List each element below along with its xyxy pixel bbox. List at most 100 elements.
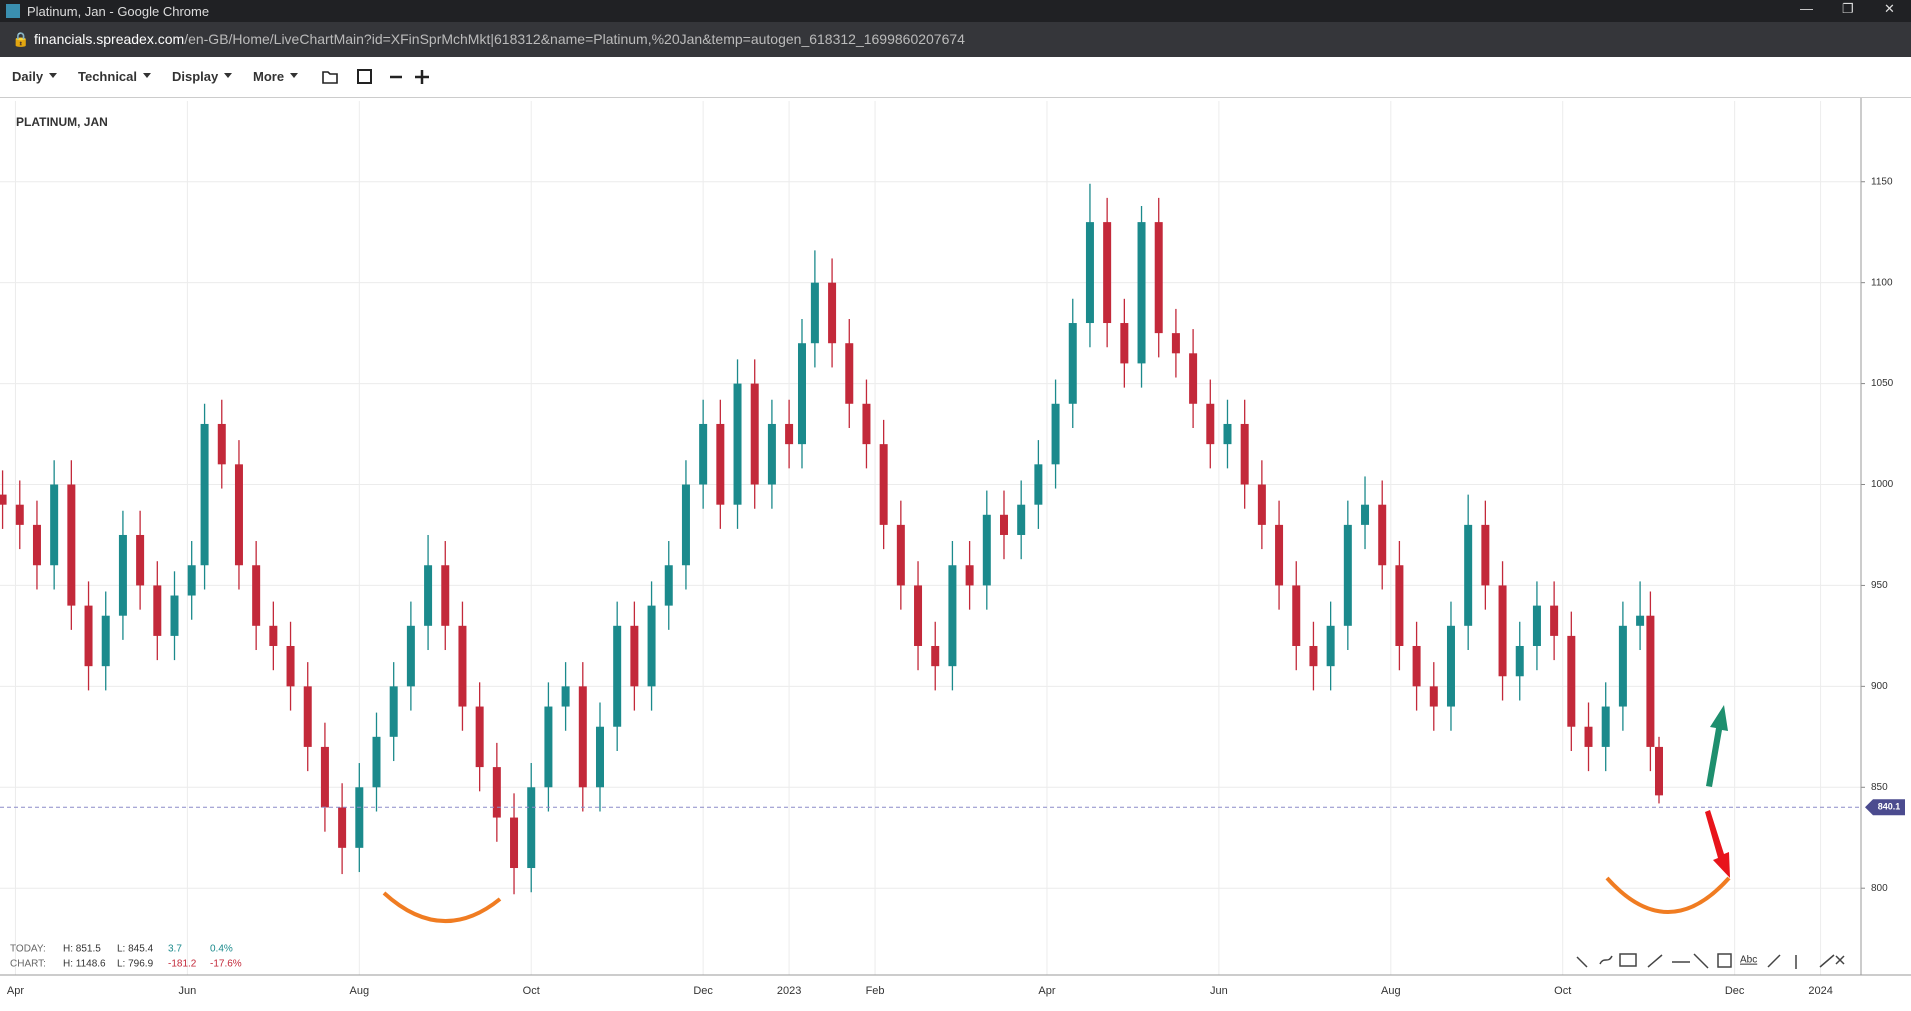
candle-body xyxy=(15,504,24,525)
close[interactable]: ✕ xyxy=(1884,1,1895,16)
y-tick-label: 900 xyxy=(1871,681,1888,692)
candle-body xyxy=(1034,464,1043,505)
candle-body xyxy=(1085,222,1094,324)
tool[interactable] xyxy=(1619,953,1637,967)
candle-body xyxy=(1601,706,1610,747)
candle-body xyxy=(269,625,278,646)
chart: 800 850 900 950 1000 1050 1100 1150 Apr Jun Aug Oct… xyxy=(0,98,1911,997)
annotation-curve xyxy=(1605,876,1731,914)
candle-body xyxy=(845,343,854,404)
candle-body xyxy=(492,767,501,818)
minimize[interactable]: — xyxy=(1800,1,1813,16)
candle-body xyxy=(578,686,587,788)
y-tick-label: 1000 xyxy=(1871,479,1894,490)
stat-text: L: 796.9 xyxy=(117,959,154,970)
candle-body xyxy=(1154,222,1163,334)
candle-body xyxy=(767,423,776,485)
tool[interactable] xyxy=(1767,954,1845,969)
stat-text: TODAY: xyxy=(10,944,46,955)
candle-body xyxy=(699,423,708,485)
url[interactable]: financials.spreadex.com/en-GB/Home/LiveC… xyxy=(34,22,965,57)
candle-body xyxy=(733,383,742,505)
up-arrow xyxy=(1706,705,1728,787)
url-path: /en-GB/Home/LiveChartMain?id=XFinSprMchM… xyxy=(184,31,965,47)
tool[interactable] xyxy=(1576,955,1613,968)
x-tick-label: Apr xyxy=(7,985,24,997)
candle-body xyxy=(355,787,364,848)
candle-body xyxy=(1654,746,1663,796)
y-tick-label: 950 xyxy=(1871,580,1888,591)
candle-body xyxy=(914,585,923,646)
candle-body xyxy=(931,645,940,667)
save-icon[interactable] xyxy=(357,69,372,84)
menu[interactable]: Daily xyxy=(12,69,57,84)
candle-body xyxy=(1378,504,1387,566)
stat-text: 3.7 xyxy=(168,944,182,955)
candle-body xyxy=(441,565,450,626)
text-tool[interactable]: Abc xyxy=(1740,955,1757,966)
candle-body xyxy=(1275,524,1284,586)
candle-body xyxy=(613,625,622,727)
candle-body xyxy=(1464,524,1473,626)
y-tick-label: 1100 xyxy=(1871,277,1893,288)
candle-body xyxy=(286,645,295,687)
candle-body xyxy=(234,464,243,566)
candle-body xyxy=(1646,615,1655,747)
lock-icon: 🔒 xyxy=(12,31,30,47)
candle-body xyxy=(1618,625,1627,707)
candle-body xyxy=(797,343,806,445)
candle-body xyxy=(1120,323,1129,364)
candle-body xyxy=(252,565,261,626)
plot-layer: 800 850 900 950 1000 1050 1100 1150 Apr Jun Aug Oct… xyxy=(0,98,1911,997)
x-tick-label: Aug xyxy=(1381,985,1401,997)
candle-body xyxy=(561,686,570,707)
candle-body xyxy=(1343,524,1352,626)
x-tick-label: 2024 xyxy=(1808,985,1832,997)
candle-body xyxy=(1326,625,1335,667)
candle-body xyxy=(389,686,398,737)
candle-body xyxy=(630,625,639,687)
x-tick-label: Dec xyxy=(1725,985,1745,997)
zoom-in[interactable] xyxy=(415,70,429,84)
candle-body xyxy=(187,565,196,596)
candle-body xyxy=(50,484,59,566)
stat-text: H: 851.5 xyxy=(63,944,101,955)
candle-body xyxy=(785,423,794,445)
restore[interactable]: ❐ xyxy=(1842,1,1854,16)
candle-body xyxy=(303,686,312,747)
candle-body xyxy=(544,706,553,788)
candle-body xyxy=(810,282,819,344)
stat-text: CHART: xyxy=(10,959,46,970)
candle-body xyxy=(647,605,656,687)
candle-body xyxy=(681,484,690,566)
title-bar: Platinum, Jan - Google Chrome — ❐ ✕ xyxy=(0,0,1911,22)
toolbar: Daily Technical Display More xyxy=(0,57,1911,98)
toolbar-icons xyxy=(322,69,429,84)
candle-body xyxy=(948,565,957,667)
candle-body xyxy=(1017,504,1026,535)
down-arrow xyxy=(1705,810,1730,878)
stat-text: 0.4% xyxy=(210,944,233,955)
candle-body xyxy=(84,605,93,667)
drawing-tools xyxy=(1576,953,1845,969)
menu[interactable]: Technical xyxy=(78,69,151,84)
candle-body xyxy=(716,423,725,505)
candle-body xyxy=(1068,323,1077,404)
menu[interactable]: More xyxy=(253,69,298,84)
stat-text: H: 1148.6 xyxy=(63,959,106,970)
menu[interactable]: Display xyxy=(172,69,232,84)
annotation-curve xyxy=(382,891,502,923)
tool[interactable] xyxy=(1717,953,1732,968)
candle-body xyxy=(67,484,76,606)
candle-body xyxy=(406,625,415,687)
candle-body xyxy=(372,736,381,788)
address-bar[interactable]: 🔒 financials.spreadex.com/en-GB/Home/Liv… xyxy=(0,22,1911,57)
url-host: financials.spreadex.com xyxy=(34,31,185,47)
candle-body xyxy=(896,524,905,586)
open-icon[interactable] xyxy=(322,71,338,84)
stat-text: -17.6% xyxy=(210,959,242,970)
x-tick-label: Feb xyxy=(866,985,885,997)
tool[interactable] xyxy=(1647,953,1709,969)
x-tick-label: Jun xyxy=(1210,985,1228,997)
